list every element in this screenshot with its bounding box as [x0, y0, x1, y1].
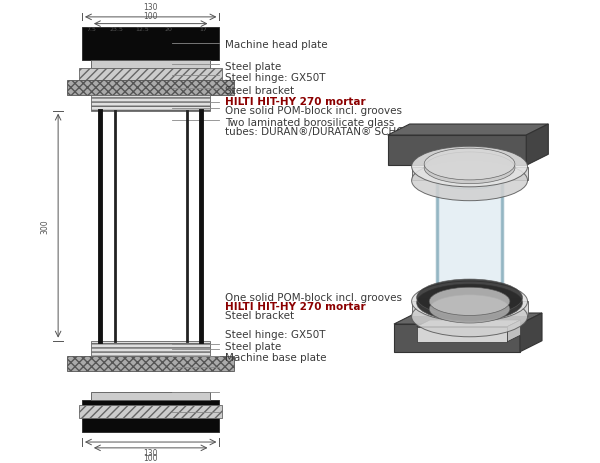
- Text: One solid POM-block incl. grooves: One solid POM-block incl. grooves: [226, 292, 403, 302]
- Text: HILTI HIT-HY 270 mortar: HILTI HIT-HY 270 mortar: [226, 301, 366, 311]
- Ellipse shape: [429, 288, 510, 316]
- Bar: [412, 302, 527, 317]
- Bar: [67, 356, 235, 371]
- Bar: [82, 400, 220, 432]
- Text: Machine head plate: Machine head plate: [226, 40, 328, 50]
- Polygon shape: [520, 313, 542, 352]
- Polygon shape: [526, 125, 548, 166]
- Ellipse shape: [429, 295, 510, 323]
- Text: 100: 100: [143, 12, 158, 21]
- Bar: [416, 298, 523, 303]
- Polygon shape: [416, 320, 521, 327]
- Text: 20: 20: [164, 26, 173, 31]
- Polygon shape: [388, 125, 548, 136]
- Text: 300: 300: [40, 219, 49, 233]
- Bar: [91, 96, 211, 112]
- Polygon shape: [416, 327, 508, 342]
- Bar: [100, 341, 202, 356]
- Bar: [79, 405, 223, 418]
- Bar: [91, 392, 211, 400]
- Ellipse shape: [416, 280, 523, 316]
- Text: Machine base plate: Machine base plate: [226, 352, 327, 362]
- Bar: [429, 302, 510, 309]
- Ellipse shape: [412, 297, 527, 337]
- Ellipse shape: [424, 149, 515, 181]
- Ellipse shape: [424, 153, 515, 184]
- Bar: [412, 167, 527, 181]
- Bar: [91, 341, 211, 356]
- Text: Steel plate: Steel plate: [226, 62, 281, 72]
- Text: Steel plate: Steel plate: [226, 341, 281, 351]
- Bar: [91, 60, 211, 69]
- Polygon shape: [388, 136, 526, 166]
- Polygon shape: [394, 313, 542, 325]
- Text: 23.5: 23.5: [109, 26, 123, 31]
- Ellipse shape: [412, 282, 527, 322]
- Bar: [79, 69, 223, 81]
- Bar: [437, 180, 502, 300]
- Text: Steel hinge: GX50T: Steel hinge: GX50T: [226, 330, 326, 339]
- Text: Steel hinge: GX50T: Steel hinge: GX50T: [226, 73, 326, 83]
- Ellipse shape: [437, 291, 502, 310]
- Text: 100: 100: [143, 453, 158, 462]
- Text: HILTI HIT-HY 270 mortar: HILTI HIT-HY 270 mortar: [226, 97, 366, 106]
- Polygon shape: [394, 325, 520, 352]
- Text: Steel bracket: Steel bracket: [226, 86, 295, 95]
- Bar: [67, 81, 235, 96]
- Text: 7.5: 7.5: [86, 26, 96, 31]
- Ellipse shape: [412, 161, 527, 201]
- Bar: [424, 165, 515, 169]
- Text: 130: 130: [143, 4, 158, 13]
- Text: 17: 17: [199, 26, 207, 31]
- Polygon shape: [508, 320, 521, 342]
- Text: One solid POM-block incl. grooves: One solid POM-block incl. grooves: [226, 106, 403, 116]
- Text: 130: 130: [143, 448, 158, 457]
- Ellipse shape: [416, 284, 523, 321]
- Bar: [100, 96, 202, 112]
- Text: tubes: DURAN®/DURATAN® SCHOTT: tubes: DURAN®/DURATAN® SCHOTT: [226, 127, 417, 137]
- Text: Steel bracket: Steel bracket: [226, 311, 295, 321]
- Text: Two laminated borosilicate glass: Two laminated borosilicate glass: [226, 118, 395, 128]
- Ellipse shape: [437, 170, 502, 189]
- Ellipse shape: [412, 147, 527, 188]
- Bar: [82, 28, 220, 60]
- Text: 12.5: 12.5: [135, 26, 149, 31]
